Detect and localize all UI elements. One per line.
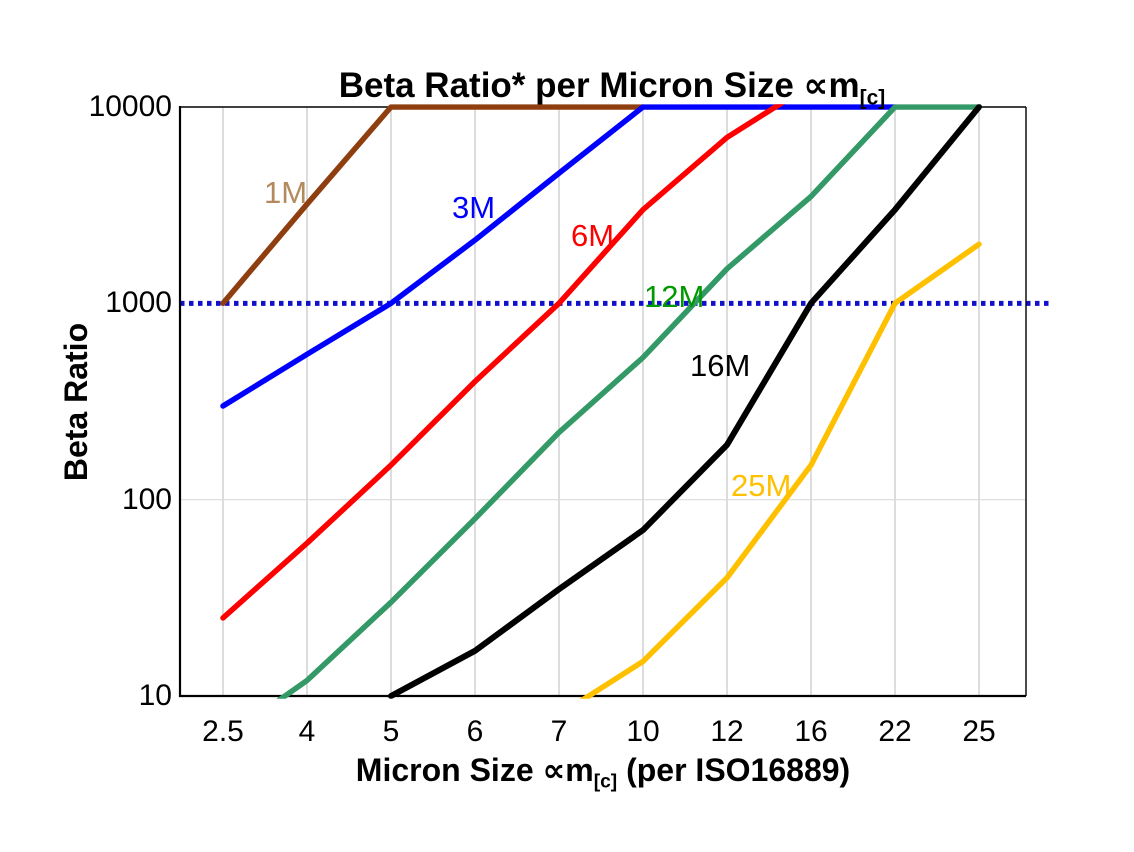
series-line-12M bbox=[276, 104, 982, 699]
x-tick-label-16: 16 bbox=[794, 715, 828, 748]
x-tick-label-6: 6 bbox=[466, 715, 484, 748]
x-tick-label-22: 22 bbox=[878, 715, 912, 748]
series-label-6M: 6M bbox=[571, 218, 615, 253]
x-tick-label-4: 4 bbox=[298, 715, 316, 748]
x-tick-label-25: 25 bbox=[962, 715, 996, 748]
series-label-16M: 16M bbox=[690, 348, 751, 383]
x-axis-title: Micron Size ∝m[c] (per ISO16889) bbox=[180, 751, 1026, 794]
x-tick-label-10: 10 bbox=[626, 715, 660, 748]
x-tick-label-7: 7 bbox=[550, 715, 568, 748]
series-label-12M: 12M bbox=[644, 279, 705, 314]
series-line-25M bbox=[579, 241, 982, 699]
chart-title-text: Beta Ratio* per Micron Size ∝m bbox=[338, 66, 860, 105]
series-line-6M bbox=[220, 104, 785, 621]
series-label-3M: 3M bbox=[452, 190, 496, 225]
y-tick-label-1000: 1000 bbox=[105, 286, 172, 320]
series-line-1M bbox=[220, 104, 646, 307]
chart-title-subscript: [c] bbox=[859, 86, 886, 110]
x-axis-title-suffix: (per ISO16889) bbox=[617, 752, 851, 788]
x-axis-title-text: Micron Size ∝m bbox=[355, 752, 594, 788]
x-axis-title-subscript: [c] bbox=[593, 771, 618, 793]
x-tick-label-2.5: 2.5 bbox=[202, 715, 244, 748]
x-tick-label-12: 12 bbox=[710, 715, 744, 748]
series-line-16M bbox=[388, 104, 982, 699]
y-tick-label-10: 10 bbox=[138, 679, 172, 712]
series-label-25M: 25M bbox=[731, 468, 792, 503]
series-line-3M bbox=[220, 104, 898, 409]
y-tick-label-100: 100 bbox=[121, 482, 172, 516]
x-tick-label-5: 5 bbox=[382, 715, 400, 748]
series-label-1M: 1M bbox=[264, 175, 308, 210]
chart-title: Beta Ratio* per Micron Size ∝m[c] bbox=[180, 66, 1044, 110]
y-tick-label-10000: 10000 bbox=[88, 90, 172, 123]
